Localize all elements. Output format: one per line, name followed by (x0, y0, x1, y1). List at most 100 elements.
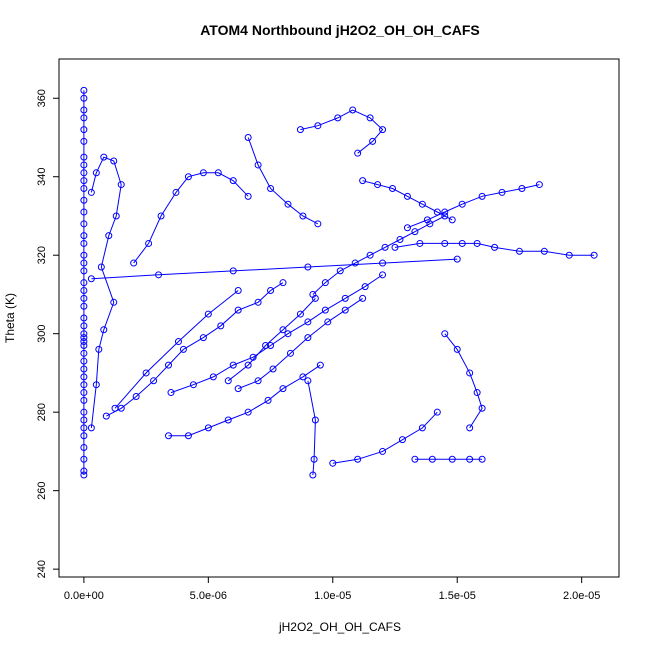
data-point (590, 251, 598, 259)
data-point (105, 232, 113, 240)
series-line (168, 364, 321, 437)
plot-frame (58, 58, 620, 578)
series (234, 294, 367, 393)
data-point (441, 208, 449, 216)
data-point (341, 306, 349, 314)
data-point (441, 330, 449, 338)
data-point (80, 455, 88, 463)
data-point (80, 220, 88, 228)
data-point (379, 447, 387, 455)
data-point (341, 294, 349, 302)
data-point (87, 424, 95, 432)
data-point (80, 232, 88, 240)
series-line (114, 290, 239, 409)
data-point (174, 338, 182, 346)
x-axis: 0.0e+00 5.0e-06 1.0e-05 1.5e-05 2.0e-05 (64, 576, 600, 602)
series-line (170, 274, 383, 394)
data-point (234, 385, 242, 393)
data-point (254, 377, 262, 385)
data-point (311, 416, 319, 424)
data-point (391, 243, 399, 251)
data-point (478, 404, 486, 412)
data-point (209, 373, 217, 381)
data-point (441, 212, 449, 220)
series-layer (80, 86, 598, 479)
data-point (95, 345, 103, 353)
data-point (179, 345, 187, 353)
data-point (244, 192, 252, 200)
data-point (453, 345, 461, 353)
data-point (229, 267, 237, 275)
data-point (518, 185, 526, 192)
data-point (224, 377, 232, 385)
y-tick-label: 340 (36, 168, 48, 186)
data-point (80, 389, 88, 397)
data-point (244, 361, 252, 369)
data-point (80, 126, 88, 134)
data-point (100, 326, 108, 334)
data-point (80, 467, 88, 475)
data-point (204, 424, 212, 432)
data-point (269, 365, 277, 373)
data-point (80, 208, 88, 216)
series (391, 239, 598, 259)
data-point (491, 243, 499, 251)
data-point (80, 444, 88, 451)
chart-title: ATOM4 Northbound jH2O2_OH_OH_CAFS (200, 22, 480, 38)
data-point (379, 126, 387, 134)
data-point (234, 306, 242, 314)
series (403, 181, 543, 232)
data-point (244, 408, 252, 416)
data-point (80, 267, 88, 275)
data-point (458, 200, 466, 208)
data-point (80, 381, 88, 389)
data-point (165, 432, 173, 440)
x-tick-label: 5.0e-06 (190, 590, 227, 602)
data-point (184, 432, 192, 440)
data-point (403, 224, 411, 232)
data-point (199, 334, 207, 342)
data-point (324, 318, 332, 326)
data-point (80, 357, 88, 365)
series-line (444, 333, 483, 429)
data-point (411, 228, 419, 236)
data-point (244, 133, 252, 141)
data-point (379, 259, 387, 267)
data-point (359, 294, 367, 302)
data-point (299, 373, 307, 381)
data-point (361, 283, 369, 291)
data-point (366, 114, 374, 122)
data-point (381, 243, 389, 251)
data-point (354, 149, 362, 157)
series-line (227, 298, 316, 382)
data-point (157, 212, 165, 220)
series (359, 177, 456, 224)
y-axis: 240 260 280 300 320 340 360 (36, 89, 60, 578)
data-point (349, 106, 357, 114)
data-point (80, 106, 88, 114)
data-point (351, 259, 359, 267)
data-point (224, 416, 232, 424)
data-point (80, 137, 88, 145)
data-point (316, 361, 324, 369)
data-point (473, 239, 481, 247)
data-point (150, 377, 158, 385)
data-point (80, 365, 88, 373)
data-point (540, 247, 548, 255)
data-point (473, 389, 481, 397)
data-point (229, 361, 237, 369)
data-point (80, 373, 88, 381)
data-point (80, 471, 88, 479)
series-line (307, 380, 316, 476)
series-line (91, 258, 458, 280)
data-point (304, 318, 312, 326)
series-line (133, 172, 249, 264)
series-line (362, 180, 453, 221)
data-point (321, 279, 329, 287)
series (309, 212, 449, 298)
data-point (418, 424, 426, 432)
y-tick-label: 240 (36, 560, 48, 578)
x-axis-label: jH2O2_OH_OH_CAFS (278, 620, 401, 634)
data-point (80, 161, 88, 169)
